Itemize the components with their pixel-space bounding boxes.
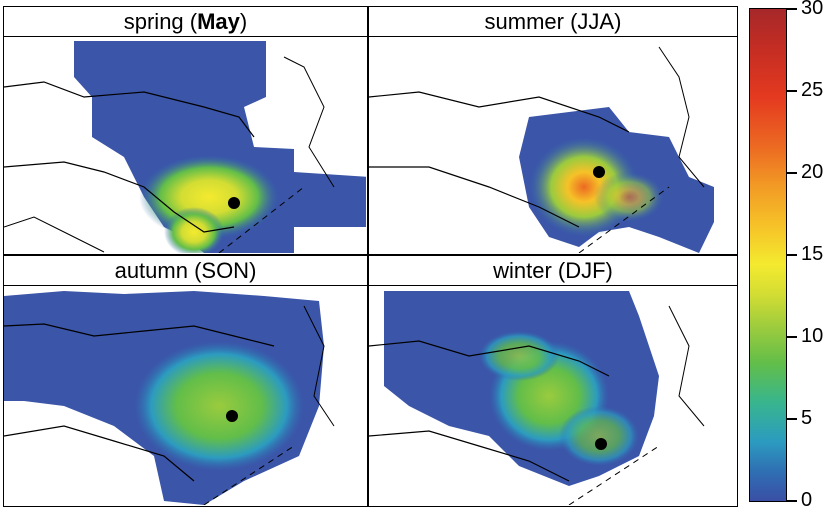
colorbar-tick-label: 0 xyxy=(801,489,813,511)
panel-title: spring (May) xyxy=(4,7,367,37)
colorbar-tick-label: 5 xyxy=(801,407,813,429)
panel-title: summer (JJA) xyxy=(369,7,737,37)
footprint-map xyxy=(369,291,705,505)
colorbar-tick-label: 20 xyxy=(801,161,824,183)
map-panel-winter: winter (DJF) xyxy=(368,255,738,507)
colorbar-tick xyxy=(787,90,797,92)
colorbar-tick xyxy=(787,418,797,420)
map-panel-autumn: autumn (SON) xyxy=(3,255,368,507)
footprint-map xyxy=(4,291,335,505)
colorbar-tick xyxy=(787,8,797,10)
panel-title: autumn (SON) xyxy=(4,256,367,286)
colorbar xyxy=(749,8,787,502)
panel-title: winter (DJF) xyxy=(369,256,737,286)
colorbar-tick-label: 30 xyxy=(801,0,824,19)
colorbar-tick-label: 25 xyxy=(801,79,824,101)
colorbar-tick xyxy=(787,336,797,338)
colorbar-tick xyxy=(787,500,797,502)
footprint-map xyxy=(4,41,366,253)
map-panel-spring: spring (May) xyxy=(3,6,368,255)
colorbar-tick-label: 15 xyxy=(801,243,824,265)
map-panel-summer: summer (JJA) xyxy=(368,6,738,255)
colorbar-tick xyxy=(787,254,797,256)
footprint-map xyxy=(369,46,714,253)
colorbar-tick xyxy=(787,172,797,174)
colorbar-tick-label: 10 xyxy=(801,325,824,347)
